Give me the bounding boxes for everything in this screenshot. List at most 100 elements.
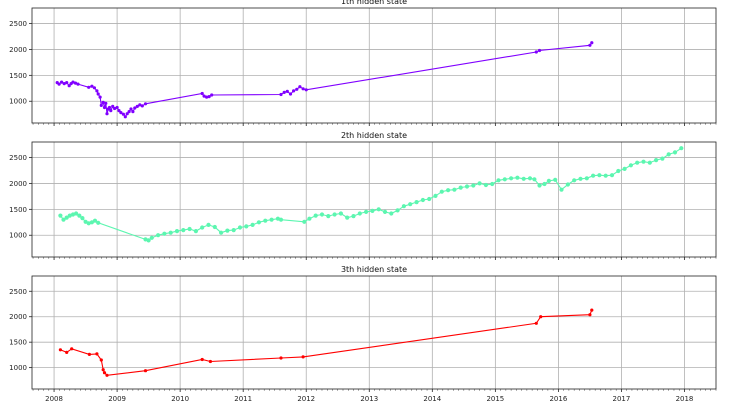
data-point [105, 373, 109, 377]
data-point [641, 159, 646, 164]
data-point [279, 356, 283, 360]
data-point [200, 91, 204, 96]
data-point [408, 202, 413, 207]
data-point [590, 41, 594, 45]
chart-title: 2th hidden state [341, 131, 407, 140]
data-point [250, 222, 255, 227]
data-point [490, 181, 495, 187]
data-point [302, 219, 307, 224]
data-point [304, 88, 308, 92]
data-point [532, 177, 537, 182]
data-point [263, 218, 268, 223]
data-point [119, 111, 123, 115]
data-point [105, 112, 109, 116]
data-point [90, 84, 94, 88]
data-point [578, 176, 583, 181]
data-point [187, 226, 192, 232]
data-point [127, 110, 131, 114]
data-point [95, 89, 99, 93]
x-tick-label: 2014 [423, 395, 441, 403]
data-point [65, 81, 69, 85]
data-point [117, 109, 121, 113]
data-point [181, 228, 186, 233]
data-point [603, 173, 608, 178]
data-point [200, 225, 205, 230]
data-point [446, 188, 451, 193]
data-point [131, 110, 135, 114]
data-point [74, 211, 79, 216]
data-point [609, 173, 615, 178]
data-point [143, 102, 148, 106]
data-point [111, 104, 115, 108]
y-tick-label: 2500 [9, 20, 27, 28]
data-point [156, 233, 161, 238]
data-point [439, 189, 444, 194]
data-point [87, 85, 91, 89]
chart-panel-3: 3th hidden state 1000 1500 2000 2500 2008 2009… [9, 265, 717, 403]
data-point [622, 166, 627, 171]
data-point [285, 89, 289, 93]
data-point [231, 228, 236, 233]
data-point [338, 211, 343, 216]
data-point [64, 215, 69, 220]
data-point [458, 185, 463, 190]
data-point [269, 217, 274, 222]
data-point [616, 168, 621, 174]
data-point [67, 84, 71, 88]
data-point [125, 112, 129, 116]
data-point [534, 321, 538, 325]
data-point [219, 230, 224, 235]
data-point [107, 105, 112, 110]
x-tick-label: 2010 [171, 395, 189, 403]
data-point [565, 182, 571, 187]
data-point [382, 209, 388, 214]
data-point [92, 86, 96, 90]
data-point [73, 81, 78, 85]
data-point [301, 87, 305, 91]
data-point [193, 229, 198, 234]
y-tick-label: 2000 [9, 46, 27, 54]
data-point [102, 105, 107, 110]
data-point [597, 173, 602, 178]
data-point [282, 90, 286, 94]
data-point [115, 105, 119, 110]
data-point [61, 217, 66, 222]
data-point [279, 92, 283, 97]
data-point [370, 208, 375, 213]
y-tick-label: 2000 [9, 180, 27, 188]
data-point [660, 156, 665, 161]
y-tick-label: 1500 [9, 72, 27, 80]
data-point [502, 177, 507, 182]
data-point [96, 92, 100, 96]
data-point [129, 107, 133, 111]
data-point [200, 357, 204, 362]
data-point [87, 352, 91, 356]
data-point [225, 228, 230, 233]
data-point [168, 230, 173, 235]
data-point [401, 204, 406, 209]
data-point [534, 50, 538, 54]
y-tick-label: 1000 [9, 98, 27, 106]
data-point [99, 358, 103, 362]
data-point [86, 221, 91, 226]
data-point [307, 216, 312, 221]
x-tick-label: 2009 [108, 395, 126, 403]
data-point [452, 187, 457, 192]
data-point [542, 181, 547, 187]
data-point [113, 106, 117, 111]
data-point [210, 93, 214, 97]
plot-area [32, 8, 716, 123]
data-point [133, 106, 137, 110]
y-tick-label: 2500 [9, 154, 27, 162]
data-point [96, 220, 101, 225]
data-point [537, 48, 542, 53]
y-tick-label: 1000 [9, 232, 27, 240]
data-point [212, 224, 217, 230]
data-point [67, 213, 72, 218]
data-point [65, 350, 69, 354]
x-tick-label: 2008 [45, 395, 63, 403]
data-point [537, 183, 542, 188]
data-point [345, 215, 350, 220]
x-tick-label: 2012 [297, 395, 315, 403]
data-point [123, 115, 127, 119]
